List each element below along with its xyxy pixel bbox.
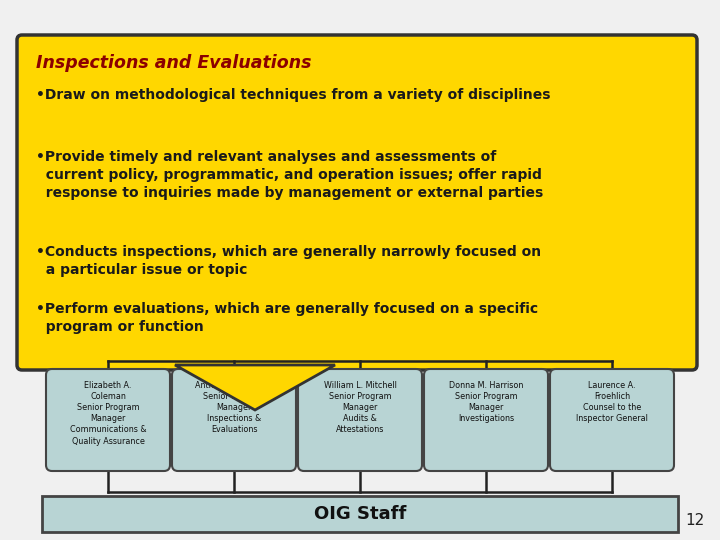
FancyBboxPatch shape [46,369,170,471]
Text: 12: 12 [685,513,705,528]
FancyBboxPatch shape [172,369,296,471]
Text: Anthony J. Castaldo
Senior Program
Manager
Inspections &
Evaluations: Anthony J. Castaldo Senior Program Manag… [195,381,273,434]
Text: OIG Staff: OIG Staff [314,505,406,523]
Text: William L. Mitchell
Senior Program
Manager
Audits &
Attestations: William L. Mitchell Senior Program Manag… [323,381,397,434]
FancyBboxPatch shape [298,369,422,471]
Text: •Perform evaluations, which are generally focused on a specific
  program or fun: •Perform evaluations, which are generall… [36,302,538,334]
Text: Donna M. Harrison
Senior Program
Manager
Investigations: Donna M. Harrison Senior Program Manager… [449,381,523,423]
Polygon shape [175,365,335,410]
FancyBboxPatch shape [42,496,678,532]
FancyBboxPatch shape [550,369,674,471]
Text: •Provide timely and relevant analyses and assessments of
  current policy, progr: •Provide timely and relevant analyses an… [36,150,544,200]
Text: Inspections and Evaluations: Inspections and Evaluations [36,54,312,72]
FancyBboxPatch shape [424,369,548,471]
Text: •Conducts inspections, which are generally narrowly focused on
  a particular is: •Conducts inspections, which are general… [36,245,541,277]
FancyBboxPatch shape [17,35,697,370]
Text: •Draw on methodological techniques from a variety of disciplines: •Draw on methodological techniques from … [36,88,551,102]
Text: Elizabeth A.
Coleman
Senior Program
Manager
Communications &
Quality Assurance: Elizabeth A. Coleman Senior Program Mana… [70,381,146,445]
Text: Laurence A.
Froehlich
Counsel to the
Inspector General: Laurence A. Froehlich Counsel to the Ins… [576,381,648,423]
